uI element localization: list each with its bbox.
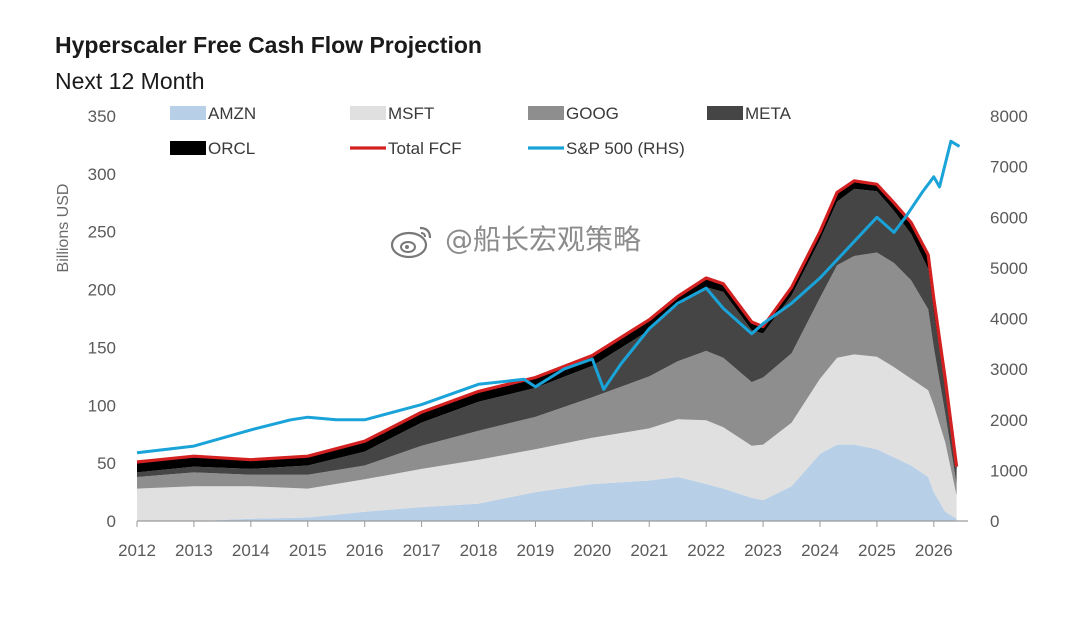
legend-item-orcl: ORCL <box>170 139 255 158</box>
y2-tick-label: 5000 <box>990 259 1028 278</box>
x-tick-label: 2015 <box>289 541 327 560</box>
y-tick-label: 50 <box>97 454 116 473</box>
line-total-fcf <box>136 179 959 467</box>
y-tick-label: 250 <box>88 223 116 242</box>
y-axis-label: Billions USD <box>55 184 72 273</box>
x-tick-label: 2026 <box>915 541 953 560</box>
legend-swatch <box>350 106 386 120</box>
legend-item-amzn: AMZN <box>170 104 256 123</box>
y-tick-label: 200 <box>88 281 116 300</box>
y-tick-label: 300 <box>88 165 116 184</box>
y-tick-label: 0 <box>107 512 116 531</box>
watermark: @船长宏观策略 <box>390 223 641 259</box>
y2-tick-label: 4000 <box>990 310 1028 329</box>
legend-item-meta: META <box>707 104 792 123</box>
area-amzn <box>137 444 957 521</box>
x-tick-label: 2021 <box>630 541 668 560</box>
x-tick-label: 2025 <box>858 541 896 560</box>
y2-tick-label: 7000 <box>990 158 1028 177</box>
legend-swatch <box>528 106 564 120</box>
y2-tick-label: 8000 <box>990 107 1028 126</box>
x-tick-label: 2020 <box>573 541 611 560</box>
legend-item-goog: GOOG <box>528 104 619 123</box>
y2-tick-label: 3000 <box>990 360 1028 379</box>
legend-label: MSFT <box>388 104 434 123</box>
x-tick-label: 2024 <box>801 541 839 560</box>
x-tick-label: 2012 <box>118 541 156 560</box>
x-tick-label: 2022 <box>687 541 725 560</box>
legend-label: Total FCF <box>388 139 462 158</box>
legend-item-total-fcf: Total FCF <box>350 139 462 158</box>
legend-swatch <box>707 106 743 120</box>
legend-swatch <box>170 106 206 120</box>
area-goog <box>137 252 957 496</box>
y-tick-label: 350 <box>88 107 116 126</box>
legend-label: GOOG <box>566 104 619 123</box>
y-tick-label: 150 <box>88 338 116 357</box>
x-tick-label: 2019 <box>517 541 555 560</box>
x-tick-label: 2016 <box>346 541 384 560</box>
plot-area <box>136 139 961 521</box>
legend-label: S&P 500 (RHS) <box>566 139 685 158</box>
y2-tick-label: 1000 <box>990 461 1028 480</box>
legend: AMZN MSFT GOOG META ORCL Total FCF S&P 500 (RH… <box>170 104 792 158</box>
area-msft <box>137 354 957 521</box>
weibo-icon <box>390 226 432 259</box>
x-tick-label: 2014 <box>232 541 270 560</box>
y2-tick-label: 0 <box>990 512 999 531</box>
x-tick-label: 2023 <box>744 541 782 560</box>
chart-subtitle: Next 12 Month <box>55 68 205 94</box>
y-tick-label: 100 <box>88 396 116 415</box>
legend-label: ORCL <box>208 139 255 158</box>
legend-item-msft: MSFT <box>350 104 434 123</box>
line-sp500-rhs <box>136 139 961 455</box>
legend-item-s-p-500-rhs: S&P 500 (RHS) <box>528 139 685 158</box>
chart-title: Hyperscaler Free Cash Flow Projection <box>55 32 482 58</box>
x-tick-label: 2017 <box>403 541 441 560</box>
axes: 2012 2013 2014 2015 2016 2017 2018 2019 2020 2021… <box>88 107 1028 560</box>
legend-label: AMZN <box>208 104 256 123</box>
y2-tick-label: 2000 <box>990 411 1028 430</box>
legend-label: META <box>745 104 792 123</box>
legend-swatch <box>170 141 206 155</box>
watermark-text: @船长宏观策略 <box>445 223 641 256</box>
x-tick-label: 2018 <box>460 541 498 560</box>
x-tick-label: 2013 <box>175 541 213 560</box>
y2-tick-label: 6000 <box>990 208 1028 227</box>
